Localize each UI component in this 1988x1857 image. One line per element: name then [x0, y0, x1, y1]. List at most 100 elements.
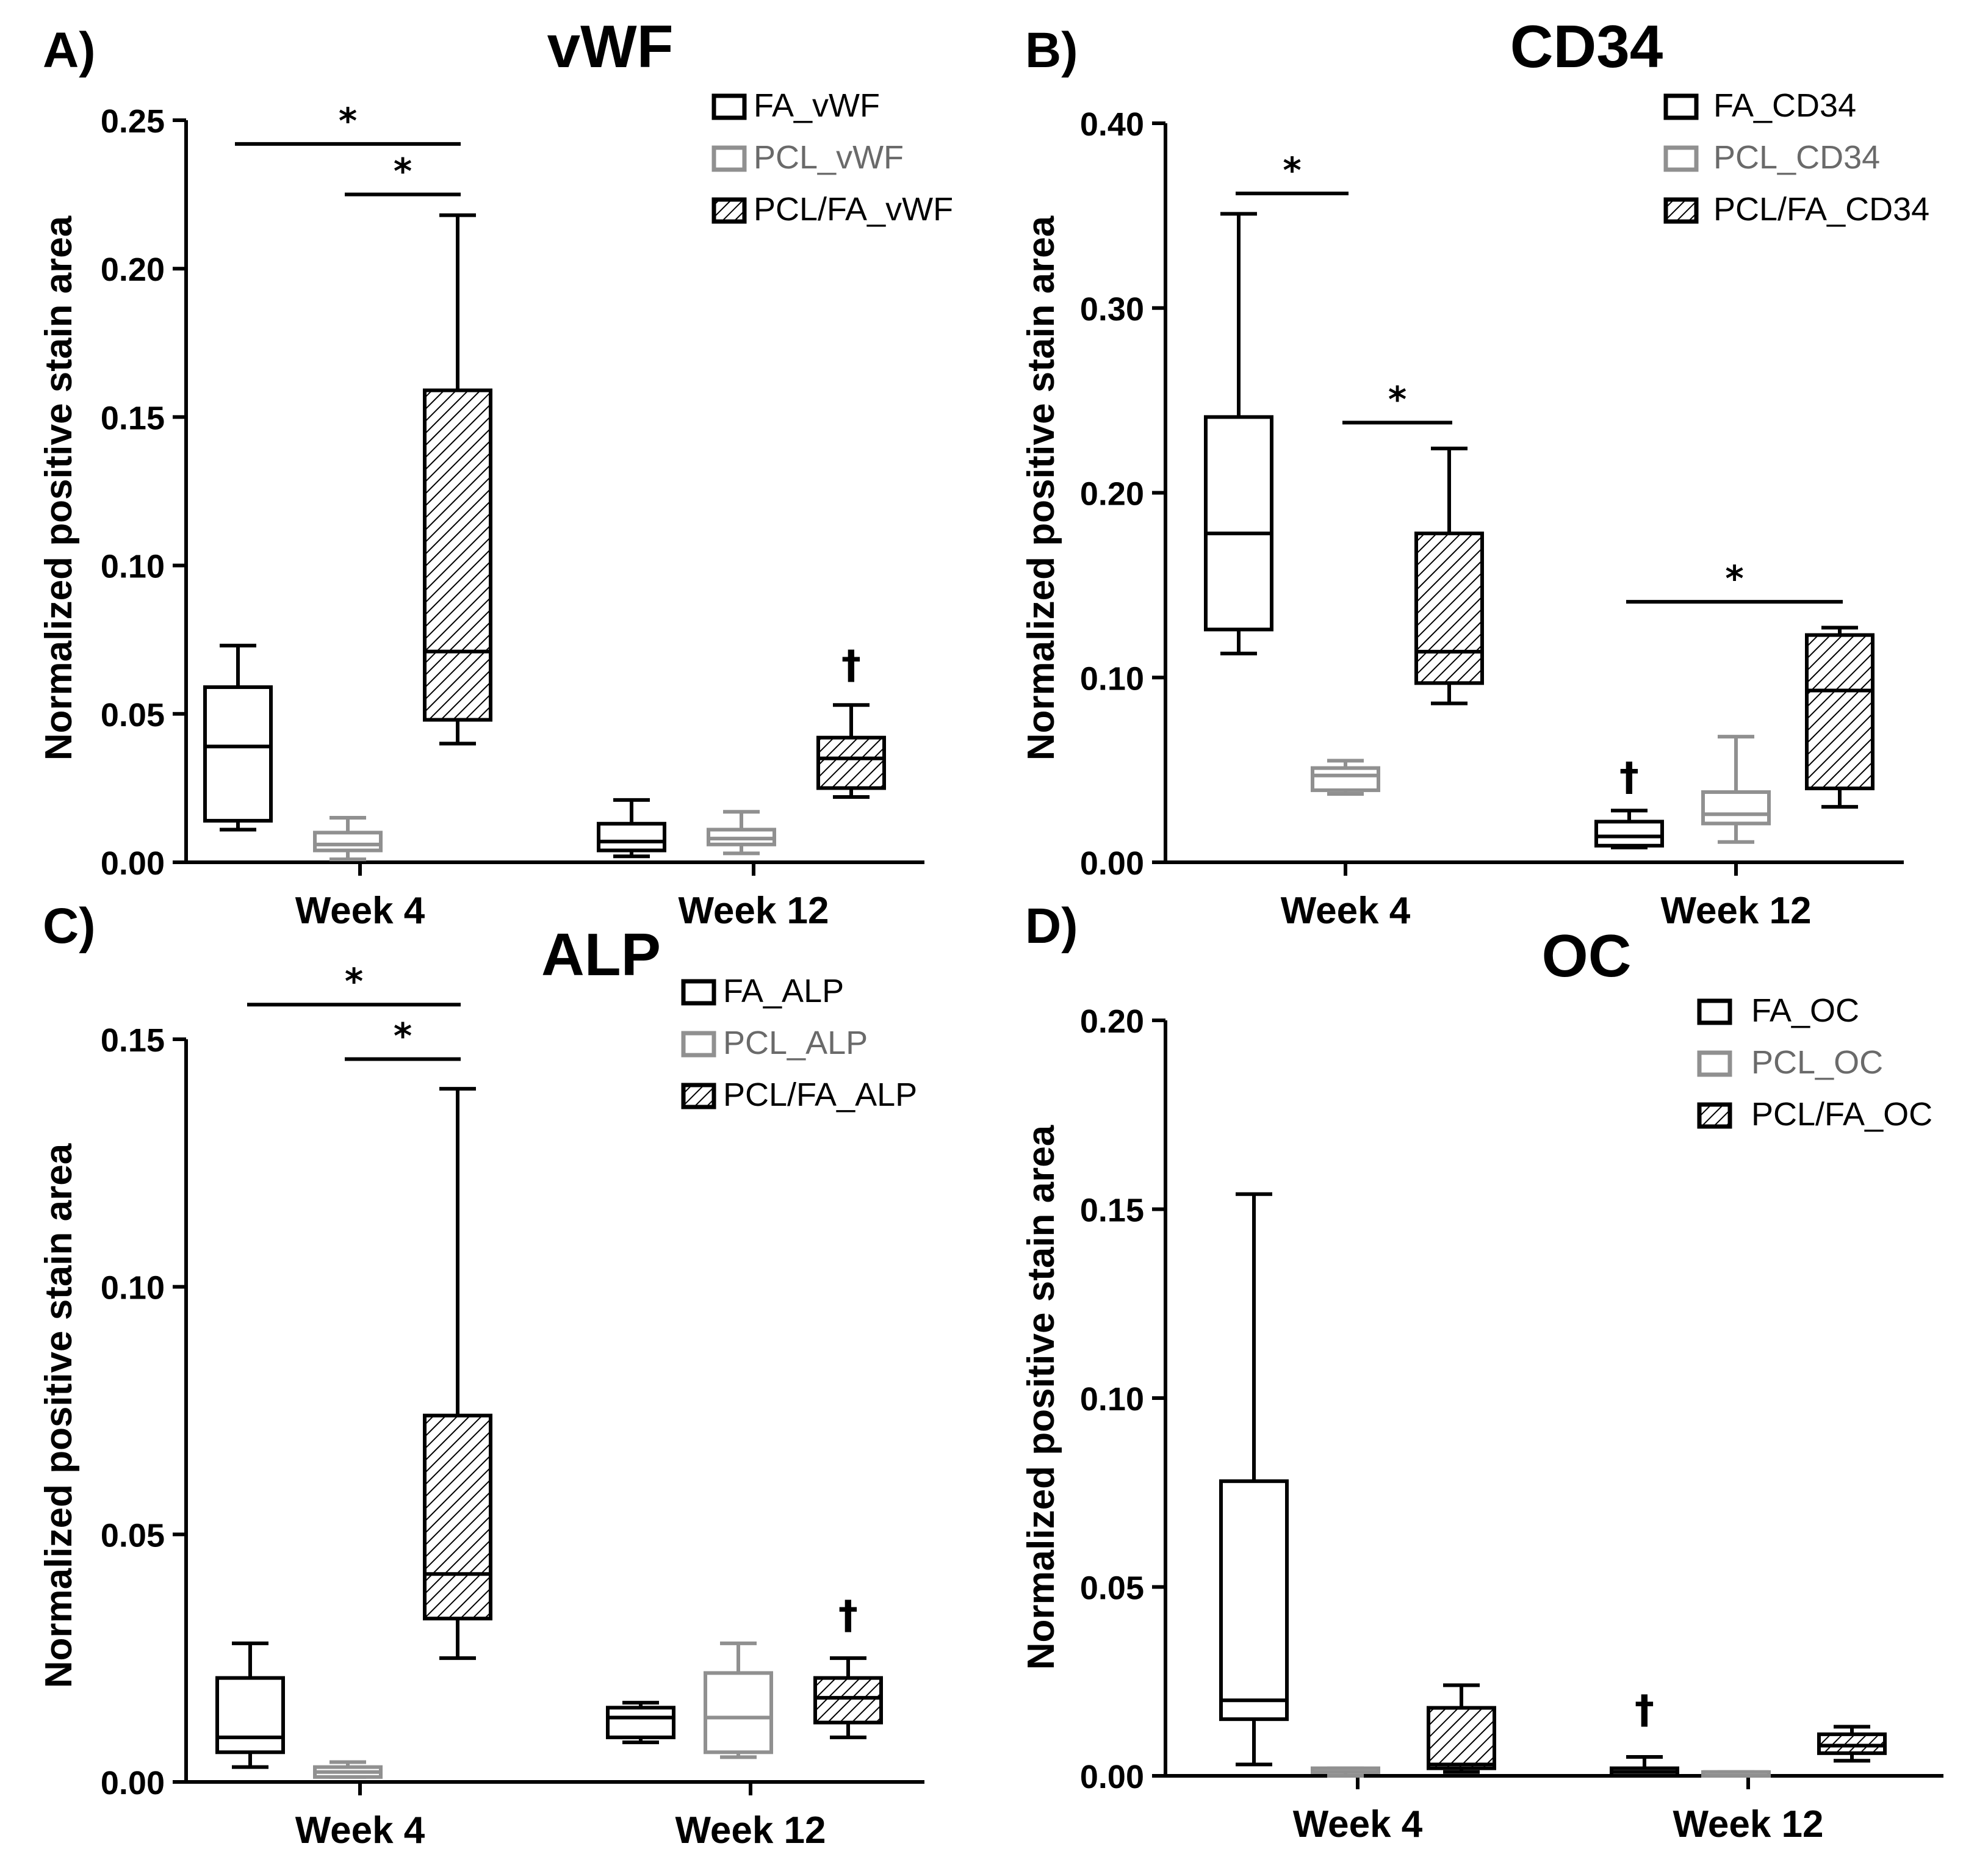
- y-tick-label: 0.15: [1080, 1192, 1144, 1229]
- dagger-mark: †: [1635, 1687, 1654, 1733]
- x-tick-label: Week 4: [1293, 1803, 1423, 1845]
- legend-swatch: [1663, 145, 1699, 172]
- legend-swatch: [711, 93, 747, 120]
- box-pcl-alp-week-4: [313, 1760, 383, 1779]
- dagger-mark: †: [841, 643, 861, 688]
- legend-swatch: [1697, 1050, 1732, 1077]
- y-tick-label: 0.10: [1080, 660, 1144, 697]
- y-tick-label: 0.30: [1080, 291, 1144, 328]
- box-iqr: [313, 831, 383, 853]
- legend-label: PCL_vWF: [754, 139, 904, 176]
- significance-star: *: [394, 1015, 412, 1056]
- box-iqr: [704, 1671, 773, 1754]
- panel-cd34: B) CD34 Normalized positive stain area 0.00…: [1020, 13, 1929, 932]
- legend-label: PCL_CD34: [1713, 139, 1880, 176]
- dagger-mark: †: [838, 1593, 858, 1638]
- box-fa-alp-week-4: [215, 1641, 285, 1769]
- chart-title: vWF: [547, 13, 674, 80]
- box-fa-oc-week-4: [1219, 1192, 1289, 1767]
- x-tick-label: Week 12: [678, 890, 829, 932]
- y-tick-label: 0.15: [101, 1022, 165, 1059]
- box-pcl-fa-cd34-week-12: [1805, 626, 1875, 809]
- box-fa-cd34-week-12: [1594, 809, 1664, 849]
- box-pcl-alp-week-12: [704, 1641, 773, 1759]
- legend: FA_vWF PCL_vWF PCL/FA_vWF: [711, 87, 953, 228]
- x-tick-label: Week 12: [1660, 890, 1811, 932]
- box-iqr: [597, 821, 666, 853]
- y-tick-label: 0.10: [101, 1270, 165, 1307]
- legend-label: FA_vWF: [754, 87, 880, 124]
- y-tick-label: 0.40: [1080, 106, 1144, 143]
- panel-oc: D) OC Normalized positive stain area 0.00 0.…: [1020, 898, 1943, 1845]
- box-pcl-cd34-week-4: [1311, 759, 1380, 796]
- legend-swatch: [681, 1031, 716, 1058]
- legend-swatch: [681, 1083, 716, 1109]
- legend-label: FA_OC: [1751, 992, 1859, 1029]
- legend-swatch: [1697, 1102, 1732, 1129]
- significance-star: *: [1388, 378, 1406, 420]
- legend: FA_ALP PCL_ALP PCL/FA_ALP: [681, 973, 917, 1113]
- y-tick-label: 0.00: [101, 1765, 165, 1801]
- y-axis-label: Normalized positive stain area: [38, 1143, 80, 1688]
- box-pcl-fa-cd34-week-4: [1414, 446, 1484, 705]
- legend-label: PCL_ALP: [723, 1025, 868, 1061]
- x-tick-label: Week 4: [295, 1809, 425, 1852]
- box-pcl-vwf-week-12: [707, 810, 776, 856]
- box-iqr: [1204, 415, 1273, 632]
- box-pcl-fa-alp-week-4: [423, 1087, 492, 1660]
- x-tick-label: Week 12: [1673, 1803, 1823, 1845]
- box-iqr: [1701, 790, 1771, 826]
- significance-star: *: [394, 151, 412, 192]
- chart-title: ALP: [541, 921, 661, 988]
- legend-label: PCL/FA_OC: [1751, 1096, 1932, 1133]
- box-pcl-fa-vwf-week-4: [423, 213, 492, 746]
- box-iqr: [215, 1676, 285, 1754]
- legend-label: FA_CD34: [1713, 87, 1856, 124]
- y-axis-label: Normalized positive stain area: [38, 215, 80, 760]
- panel-label: C): [43, 898, 96, 954]
- y-tick-label: 0.00: [1080, 1759, 1144, 1795]
- y-tick-label: 0.05: [101, 697, 165, 734]
- significance-star: *: [1283, 150, 1301, 191]
- chart-title: CD34: [1510, 13, 1663, 80]
- legend-swatch: [711, 145, 747, 172]
- box-pcl-oc-week-12: [1701, 1770, 1771, 1778]
- y-axis-label: Normalized positive stain area: [1020, 1125, 1062, 1670]
- box-pcl-fa-oc-week-4: [1427, 1683, 1496, 1774]
- x-tick-label: Week 12: [675, 1809, 826, 1852]
- significance-star: *: [339, 100, 357, 142]
- box-iqr: [1594, 820, 1664, 848]
- legend: FA_CD34 PCL_CD34 PCL/FA_CD34: [1663, 87, 1929, 228]
- box-fa-vwf-week-4: [203, 643, 273, 832]
- box-iqr: [423, 388, 492, 722]
- y-tick-label: 0.05: [1080, 1570, 1144, 1607]
- y-axis-label: Normalized positive stain area: [1020, 215, 1062, 760]
- legend-label: FA_ALP: [723, 973, 844, 1009]
- y-tick-label: 0.15: [101, 400, 165, 436]
- dagger-mark: †: [1619, 755, 1639, 800]
- y-tick-label: 0.20: [1080, 1003, 1144, 1040]
- panel-label: B): [1025, 23, 1078, 78]
- box-iqr: [813, 1676, 883, 1725]
- legend-label: PCL/FA_vWF: [754, 191, 953, 228]
- box-pcl-fa-alp-week-12: [813, 1656, 883, 1739]
- legend-label: PCL_OC: [1751, 1044, 1883, 1081]
- box-iqr: [1817, 1732, 1887, 1755]
- y-tick-label: 0.20: [1080, 476, 1144, 513]
- y-tick-label: 0.10: [101, 549, 165, 585]
- panel-alp: C) ALP Normalized positive stain area 0.00 0…: [38, 898, 924, 1852]
- box-pcl-fa-vwf-week-12: [816, 703, 886, 799]
- panel-label: A): [43, 23, 96, 78]
- y-tick-label: 0.00: [1080, 845, 1144, 882]
- box-iqr: [203, 685, 273, 823]
- box-pcl-vwf-week-4: [313, 816, 383, 862]
- x-tick-label: Week 4: [295, 890, 425, 932]
- significance-star: *: [345, 961, 363, 1002]
- box-iqr: [1311, 766, 1380, 792]
- legend-swatch: [711, 197, 747, 224]
- legend-label: PCL/FA_ALP: [723, 1076, 917, 1113]
- legend-swatch: [1663, 197, 1699, 224]
- legend-label: PCL/FA_CD34: [1713, 191, 1929, 228]
- box-fa-vwf-week-12: [597, 798, 666, 859]
